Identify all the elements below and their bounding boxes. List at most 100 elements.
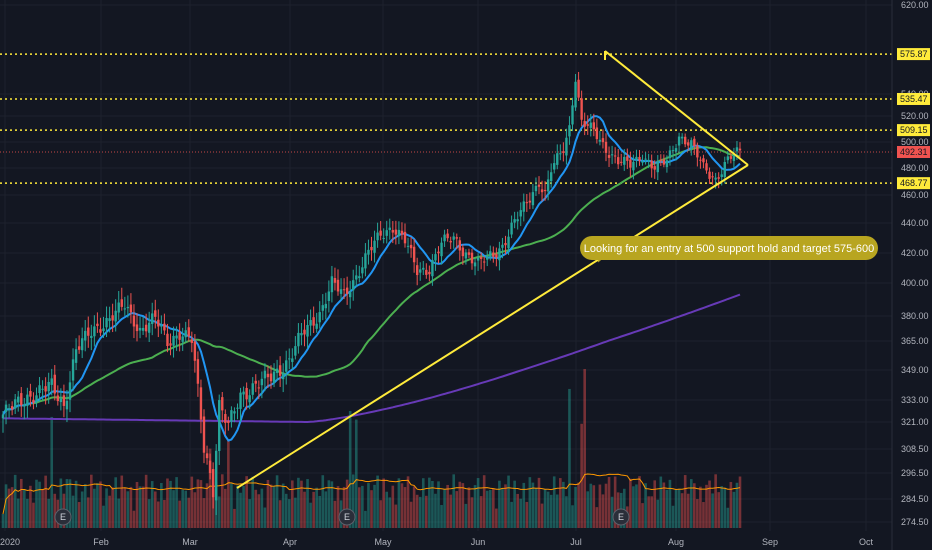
volume-bar [144,474,148,528]
candle-body [699,159,702,161]
volume-bar [446,484,449,528]
volume-bar [59,478,63,528]
candle-body [230,410,233,422]
volume-bar [403,487,407,528]
candle-body [202,416,206,453]
trendline-lower [236,164,749,489]
candle-body [93,326,96,337]
volume-bar [458,481,462,528]
volume-bar [693,483,696,528]
candle-body [470,252,474,264]
candle-body [434,254,437,261]
candle-body [577,79,580,98]
candle-body [397,229,401,237]
candle-body [330,276,334,293]
volume-bar [592,485,596,528]
candle-body [59,398,63,403]
time-tick-label: Sep [762,537,778,547]
volume-bar [135,481,139,528]
volume-bar [354,419,358,528]
volume-bar [77,502,81,528]
candle-body [553,163,556,170]
level-price-tag [897,92,930,105]
candle-body [77,346,81,350]
volume-bar [373,484,376,528]
candle-body [13,399,17,409]
candle-body [522,201,525,212]
candle-body [32,399,35,403]
price-tick-label: 333.00 [901,395,929,405]
candle-body [96,323,99,326]
level-price-tag-label: 509.15 [900,125,928,135]
volume-bar [260,488,264,528]
volume-bar [525,501,529,528]
candle-body [80,338,84,351]
volume-bar [729,481,733,528]
candle-body [623,156,626,165]
volume-bar [683,475,687,528]
volume-bar [528,477,532,528]
candle-body [510,222,513,235]
volume-bar [726,507,730,528]
volume-bar [717,492,720,528]
candle-body [154,310,157,317]
candle-body [141,327,145,331]
volume-bar [440,505,443,528]
horizontal-levels[interactable] [0,53,892,184]
volume-bar [324,491,328,528]
candle-body [690,140,693,149]
time-tick-label: Aug [668,537,684,547]
volume-bar [455,491,459,528]
volume-bar [287,499,291,528]
volume-bar [501,487,504,528]
candle-body [99,329,102,333]
volume-bar [385,491,389,528]
annotation-callout[interactable]: Looking for an entry at 500 support hold… [580,236,878,263]
volume-bar [735,482,739,528]
candle-body [352,280,355,291]
candle-body [263,370,267,379]
candle-body [233,411,236,414]
time-tick-label: Mar [182,537,198,547]
volume-bar [659,476,663,528]
volume-bar [720,486,724,528]
volume-bar [635,484,638,528]
volume-bar [160,483,163,528]
level-price-tag [897,177,930,190]
price-tags: 575.87 535.47 509.15 468.77 492.31 [897,48,930,190]
candle-body [546,179,550,192]
volume-bar [32,502,35,528]
volume-bar [47,498,50,528]
volume-bar [157,501,160,528]
volume-bar [278,500,282,528]
time-tick-label: 2020 [0,537,20,547]
volume-bar [559,478,562,528]
volume-bar [1,514,5,528]
volume-bar [138,486,142,528]
volume-bar [723,487,727,528]
volume-bar [476,478,480,528]
candle-body [102,328,105,332]
volume-bars [1,369,742,528]
candle-body [443,234,446,242]
candlesticks [1,71,742,516]
candle-body [598,139,602,142]
volume-bar [470,497,474,528]
candle-body [610,154,614,156]
candle-body [172,335,175,346]
price-tick-label: 365.00 [901,336,929,346]
volume-bar [665,489,669,528]
volume-bar [400,483,404,528]
volume-bar [583,369,586,528]
triangle-drawing[interactable] [236,50,749,489]
candle-body [370,246,373,251]
candle-body [123,308,127,310]
volume-bar [242,485,245,528]
candle-body [525,202,529,204]
candle-body [327,291,331,302]
candle-body [199,387,203,420]
volume-bar [114,477,117,528]
time-axis[interactable]: 2020 Feb Mar Apr May Jun Jul Aug Sep Oct [0,537,873,547]
volume-bar [71,495,75,528]
